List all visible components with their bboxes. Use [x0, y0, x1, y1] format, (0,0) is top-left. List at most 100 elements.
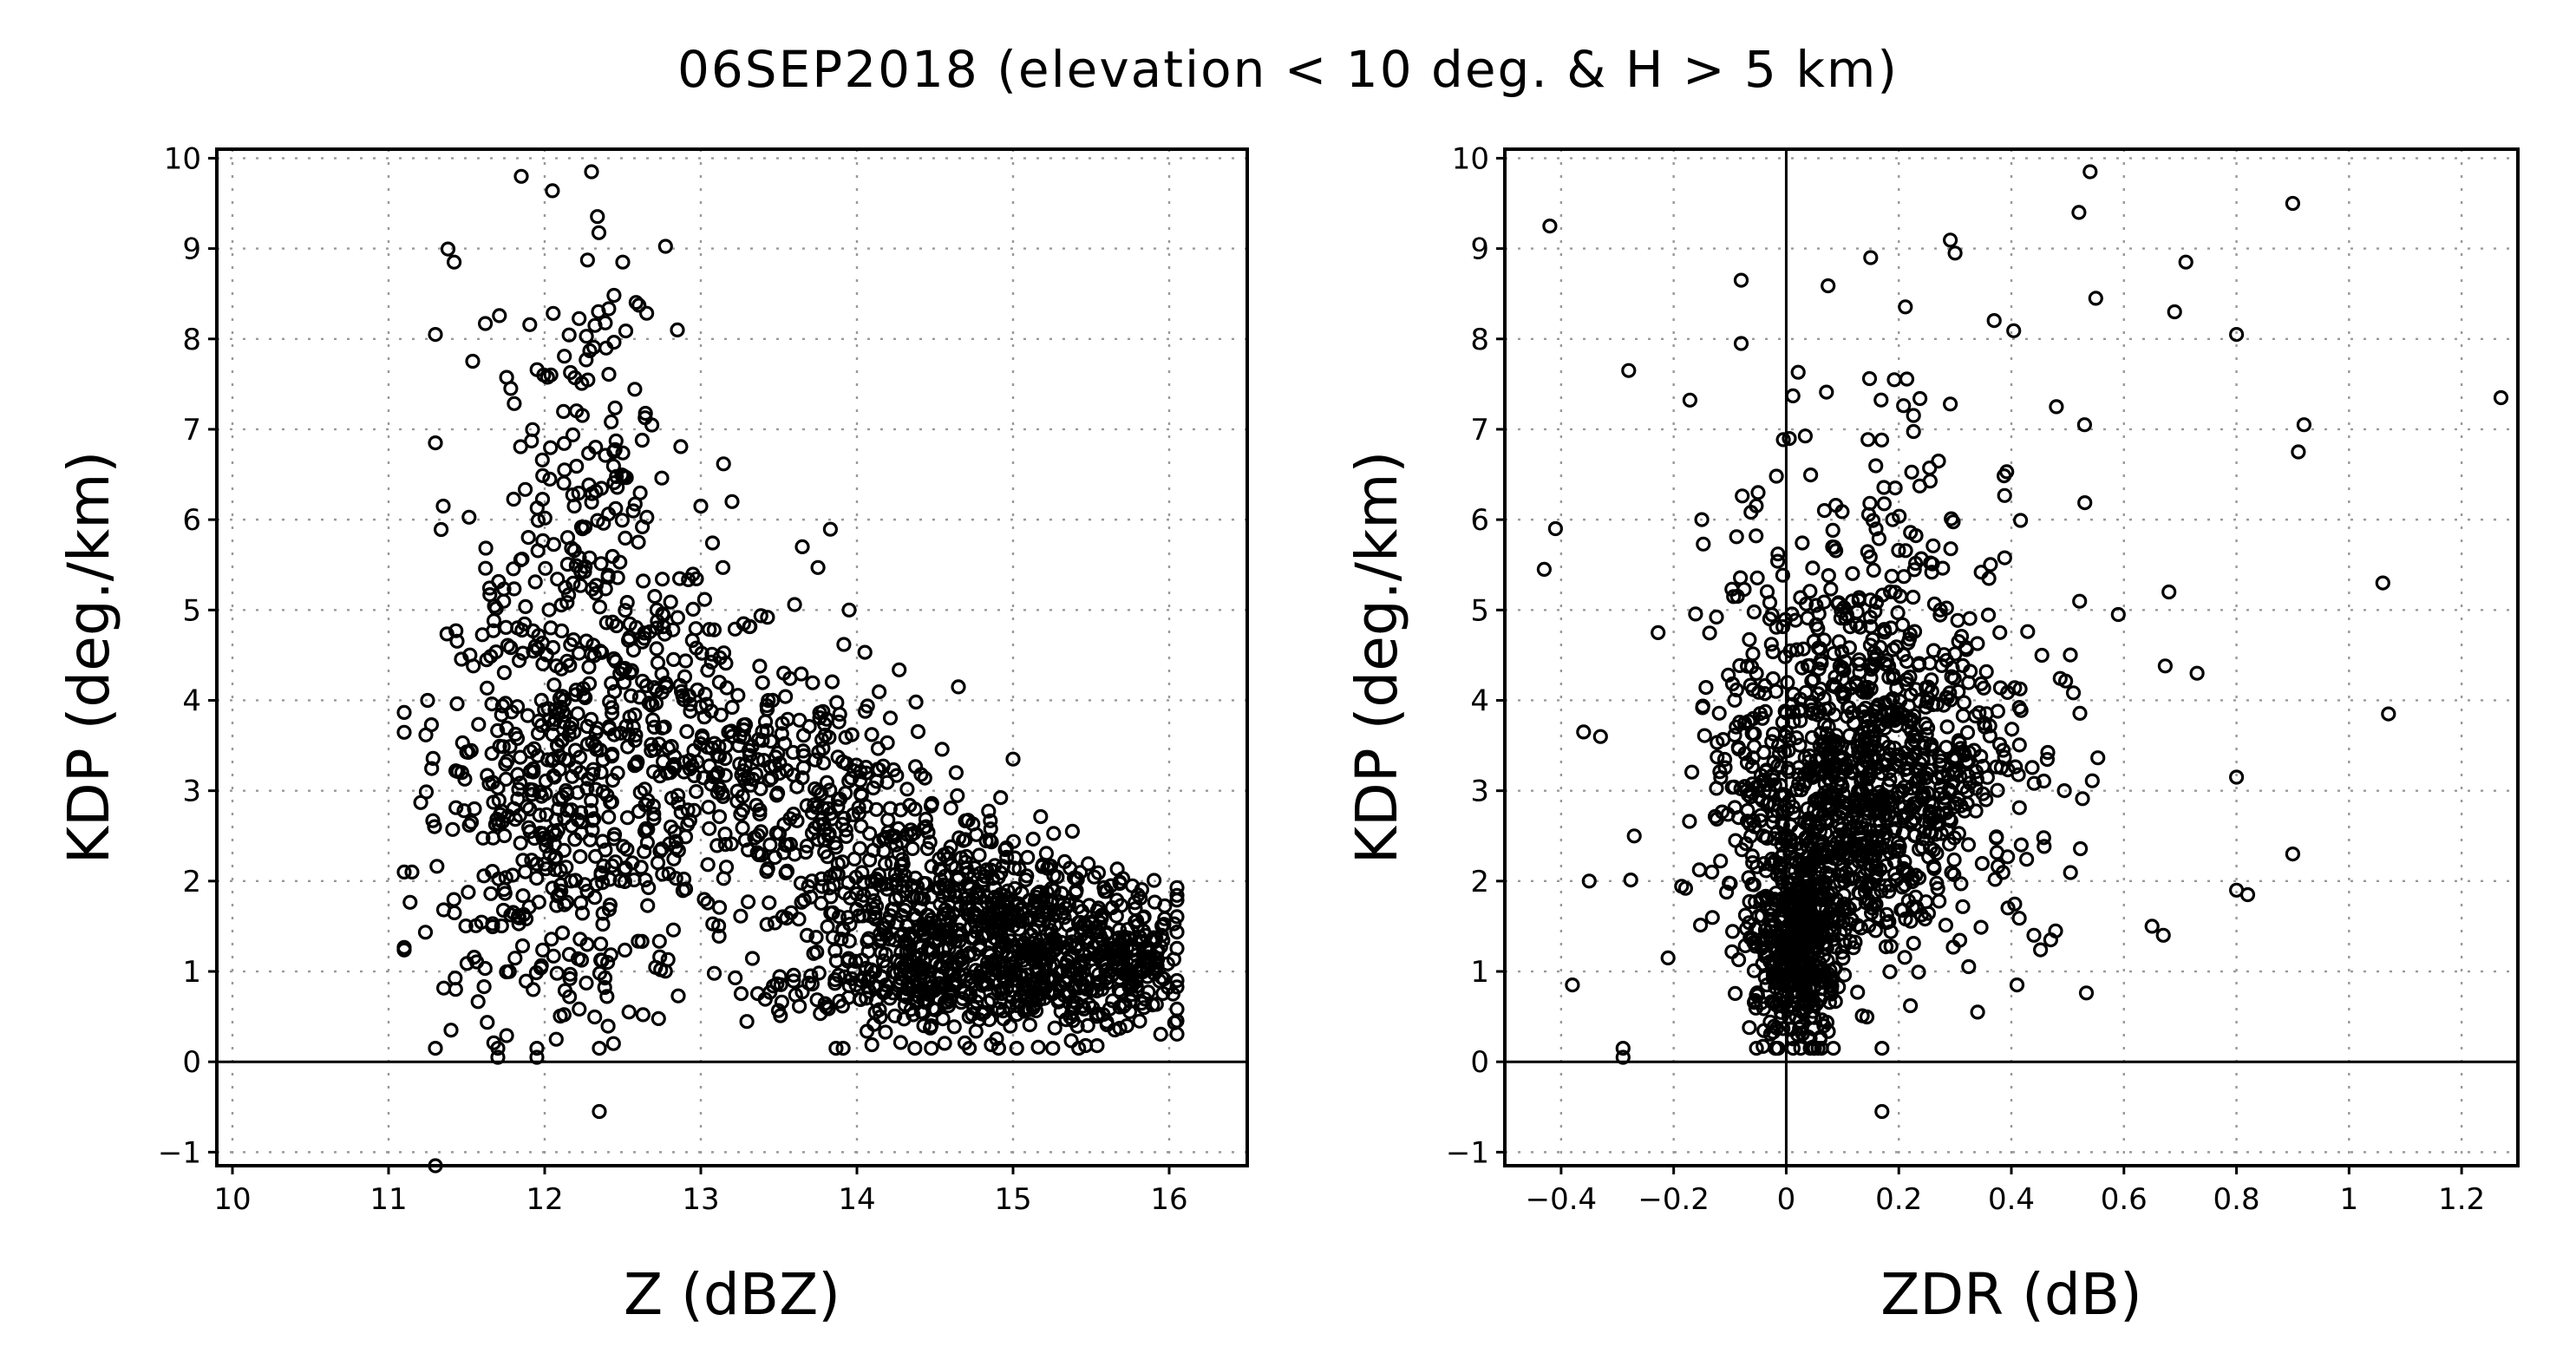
data-point	[1055, 905, 1070, 920]
data-point	[1064, 934, 1080, 950]
y-tick-label: −1	[1446, 1135, 1489, 1170]
data-point	[598, 448, 613, 463]
data-point	[2296, 417, 2311, 433]
data-point	[836, 637, 852, 652]
data-point	[1895, 808, 1912, 823]
data-point	[786, 973, 801, 989]
data-point	[609, 618, 624, 634]
data-point	[1851, 592, 1867, 608]
data-point	[627, 382, 643, 397]
data-point	[817, 996, 833, 1011]
data-point	[1780, 675, 1795, 690]
data-point	[646, 806, 662, 822]
x-tick-label: 15	[994, 1182, 1031, 1217]
data-point	[1745, 854, 1761, 871]
data-point	[434, 521, 449, 538]
data-point	[579, 975, 594, 991]
y-tick-label: 8	[1470, 323, 1489, 357]
data-point	[626, 872, 642, 888]
data-point	[595, 874, 611, 891]
data-point	[1704, 864, 1720, 880]
data-point	[1906, 935, 1921, 951]
data-point	[499, 1028, 514, 1043]
y-tick-label: 3	[1470, 775, 1489, 809]
data-point	[610, 765, 625, 781]
data-point	[1863, 797, 1879, 813]
data-point	[1922, 824, 1938, 840]
data-point	[656, 618, 671, 635]
data-point	[552, 862, 568, 879]
x-tick-label: 14	[838, 1182, 875, 1217]
data-point	[887, 1008, 903, 1023]
data-point	[1811, 875, 1827, 892]
data-point	[935, 1010, 951, 1027]
data-point	[975, 876, 991, 892]
data-point	[531, 628, 546, 644]
data-point	[1812, 1031, 1827, 1047]
data-point	[514, 938, 531, 954]
y-tick-label: 1	[1470, 955, 1489, 990]
data-point	[439, 626, 454, 642]
data-point	[679, 723, 695, 740]
data-point	[594, 644, 610, 660]
data-point-outlier	[490, 1049, 506, 1065]
data-point	[912, 890, 929, 906]
data-point	[518, 598, 533, 615]
y-tick-label: 6	[1470, 503, 1489, 538]
data-point	[835, 1040, 851, 1056]
data-point	[899, 827, 915, 842]
data-point	[1973, 919, 1989, 935]
data-point	[2071, 205, 2087, 220]
data-point	[811, 965, 827, 981]
data-point	[484, 696, 500, 712]
data-point	[2034, 647, 2050, 664]
data-point	[961, 1040, 977, 1056]
data-point	[1031, 985, 1047, 1001]
data-point	[468, 918, 484, 933]
data-point	[2013, 513, 2029, 528]
data-point	[938, 910, 953, 926]
data-point	[1821, 567, 1836, 584]
data-point	[593, 481, 610, 496]
data-point	[1759, 776, 1775, 793]
data-point	[1729, 588, 1745, 605]
data-point	[1775, 567, 1790, 583]
data-point	[1756, 1023, 1772, 1038]
data-point	[1922, 803, 1938, 820]
data-point	[428, 327, 443, 343]
data-point	[1834, 662, 1850, 677]
data-point	[831, 714, 847, 729]
data-point	[546, 677, 562, 693]
data-point	[1837, 654, 1853, 670]
data-point	[1547, 520, 1564, 537]
data-point	[716, 456, 731, 472]
data-point	[1973, 749, 1989, 764]
data-point	[2011, 699, 2027, 716]
data-point	[625, 642, 642, 658]
data-point	[825, 905, 840, 921]
data-point	[1747, 819, 1762, 834]
data-point	[588, 578, 605, 593]
data-point	[711, 781, 728, 796]
data-point	[1626, 828, 1642, 844]
data-point	[866, 780, 881, 796]
data-point	[878, 946, 893, 962]
x-tick-label: 1.2	[2438, 1182, 2485, 1217]
data-point	[1793, 713, 1808, 729]
data-point	[1960, 768, 1976, 784]
data-point	[1915, 791, 1931, 807]
data-point	[649, 641, 664, 657]
data-point	[559, 556, 576, 572]
data-point	[971, 937, 988, 953]
data-point	[1803, 467, 1819, 483]
data-point	[601, 367, 617, 382]
data-point	[1745, 813, 1762, 828]
data-point-outlier	[1874, 1103, 1890, 1120]
data-point	[513, 439, 528, 454]
data-point	[1804, 673, 1820, 689]
data-point	[529, 1040, 545, 1056]
data-point	[1824, 981, 1840, 997]
data-point	[704, 535, 721, 551]
data-point	[1857, 884, 1873, 899]
data-point	[1951, 683, 1966, 700]
